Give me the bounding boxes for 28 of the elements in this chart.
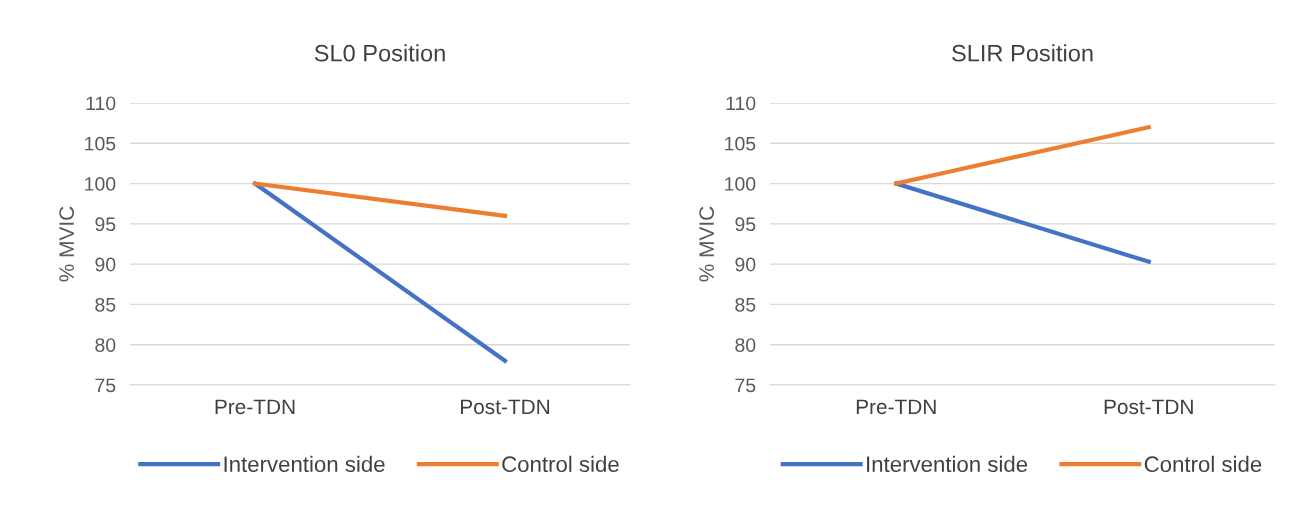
chart-title: SL0 Position [314, 44, 445, 62]
chart-title: SLIR Position [952, 44, 1093, 62]
y-tick-label: 110 [86, 96, 116, 111]
y-tick-label: 105 [85, 136, 116, 151]
x-tick-label: Post-TDN [1104, 399, 1193, 415]
y-tick-label: 80 [735, 338, 756, 352]
y-tick-label: 80 [95, 338, 116, 352]
y-tick-label: 95 [95, 217, 116, 232]
legend-label: Control side [502, 455, 619, 473]
y-tick-label: 100 [85, 177, 116, 191]
y-tick-label: 95 [735, 217, 756, 232]
y-tick-label: 110 [726, 96, 756, 111]
legend-label: Control side [1144, 455, 1262, 473]
y-tick-label: 75 [735, 378, 756, 393]
x-tick-label: Pre-TDN [856, 399, 936, 415]
y-tick-label: 85 [735, 297, 756, 312]
y-tick-label: 90 [735, 257, 756, 272]
x-tick-label: Post-TDN [460, 399, 550, 415]
y-tick-label: 100 [725, 177, 756, 191]
y-tick-label: 105 [725, 136, 756, 151]
y-tick-label: 85 [95, 297, 116, 312]
x-tick-label: Pre-TDN [215, 399, 295, 415]
y-axis-title: % MVIC [699, 206, 714, 282]
legend-label: Intervention side [867, 455, 1028, 473]
legend-label: Intervention side [224, 455, 385, 473]
y-axis-title: % MVIC [59, 206, 74, 282]
y-tick-label: 75 [95, 378, 116, 393]
y-tick-label: 90 [95, 257, 116, 272]
